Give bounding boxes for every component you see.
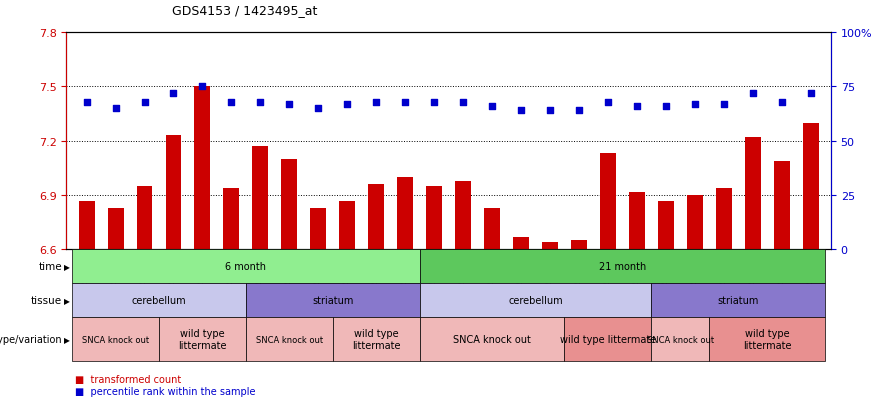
Text: 6 month: 6 month: [225, 262, 266, 272]
Text: wild type
littermate: wild type littermate: [179, 328, 226, 350]
Point: [398, 99, 412, 106]
Text: SNCA knock out: SNCA knock out: [255, 335, 323, 344]
Bar: [253, 147, 269, 250]
Bar: [79, 201, 95, 250]
Point: [370, 99, 384, 106]
Bar: [397, 178, 413, 250]
Bar: [310, 208, 326, 250]
Text: ■  transformed count: ■ transformed count: [75, 375, 181, 385]
Bar: [716, 188, 732, 250]
Point: [311, 106, 325, 112]
Point: [80, 99, 94, 106]
Bar: [571, 241, 587, 250]
Text: wild type littermate: wild type littermate: [560, 334, 656, 344]
Point: [688, 101, 702, 108]
Bar: [165, 136, 181, 250]
Text: ■  percentile rank within the sample: ■ percentile rank within the sample: [75, 386, 255, 396]
Point: [137, 99, 151, 106]
Point: [514, 108, 528, 114]
Bar: [745, 138, 761, 250]
Point: [717, 101, 731, 108]
Bar: [513, 237, 529, 250]
Text: cerebellum: cerebellum: [132, 296, 187, 306]
Text: tissue: tissue: [31, 296, 62, 306]
Text: wild type
littermate: wild type littermate: [743, 328, 791, 350]
Text: SNCA knock out: SNCA knock out: [453, 334, 531, 344]
Bar: [426, 187, 442, 250]
Text: striatum: striatum: [312, 296, 354, 306]
Point: [166, 90, 180, 97]
Bar: [455, 181, 471, 250]
Text: GDS4153 / 1423495_at: GDS4153 / 1423495_at: [172, 4, 317, 17]
Text: wild type
littermate: wild type littermate: [352, 328, 400, 350]
Bar: [224, 188, 240, 250]
Bar: [339, 201, 355, 250]
Bar: [687, 196, 703, 250]
Text: ▶: ▶: [64, 262, 70, 271]
Bar: [194, 87, 210, 250]
Bar: [136, 187, 152, 250]
Point: [225, 99, 239, 106]
Bar: [658, 201, 674, 250]
Point: [629, 103, 644, 110]
Point: [601, 99, 615, 106]
Text: ▶: ▶: [64, 296, 70, 305]
Point: [282, 101, 296, 108]
Text: genotype/variation: genotype/variation: [0, 334, 62, 344]
Point: [804, 90, 818, 97]
Bar: [600, 154, 616, 250]
Point: [746, 90, 760, 97]
Bar: [484, 208, 500, 250]
Point: [774, 99, 789, 106]
Text: striatum: striatum: [718, 296, 759, 306]
Bar: [369, 185, 385, 250]
Text: 21 month: 21 month: [598, 262, 646, 272]
Point: [109, 106, 123, 112]
Point: [427, 99, 441, 106]
Bar: [803, 123, 819, 250]
Bar: [774, 161, 789, 250]
Point: [456, 99, 470, 106]
Text: SNCA knock out: SNCA knock out: [82, 335, 149, 344]
Text: ▶: ▶: [64, 335, 70, 344]
Point: [195, 84, 210, 90]
Point: [572, 108, 586, 114]
Text: time: time: [38, 262, 62, 272]
Text: SNCA knock out: SNCA knock out: [647, 335, 714, 344]
Bar: [542, 243, 558, 250]
Point: [485, 103, 499, 110]
Point: [543, 108, 557, 114]
Bar: [281, 159, 297, 250]
Text: cerebellum: cerebellum: [508, 296, 563, 306]
Bar: [108, 208, 124, 250]
Point: [659, 103, 673, 110]
Point: [254, 99, 268, 106]
Point: [340, 101, 354, 108]
Bar: [629, 192, 644, 250]
